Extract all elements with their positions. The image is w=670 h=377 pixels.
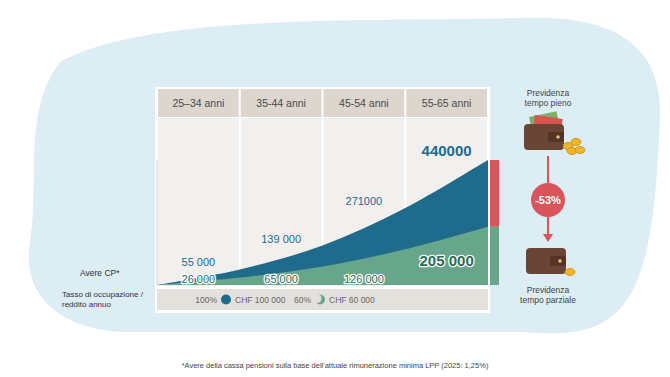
- data-label: 26 000: [182, 273, 216, 285]
- data-labels: 55 000 139 000 271000 440000 26 000 65 000 126…: [182, 142, 474, 285]
- category-label: 55-65 anni: [422, 97, 472, 109]
- legend-name: 60%: [294, 295, 311, 305]
- arrow-head: [543, 234, 553, 242]
- column-header: [324, 89, 405, 117]
- legend-income: CHF 100 000: [235, 295, 286, 305]
- wallet-strap: [550, 256, 566, 266]
- data-label: 271000: [346, 195, 383, 207]
- wallet-icon: [526, 248, 575, 276]
- data-label: 440000: [422, 142, 472, 159]
- table-underlay: [155, 87, 490, 313]
- chart-svg: 25–34 anni 35-44 anni 45-54 anni 55-65 anni…: [0, 0, 670, 377]
- wallet-button: [556, 135, 560, 139]
- legend-name: 100%: [195, 295, 217, 305]
- chart-root: 25–34 anni 35-44 anni 45-54 anni 55-65 anni…: [0, 0, 670, 377]
- legend-title-line: Tasso di occupazione /: [62, 290, 144, 299]
- column-header: [158, 89, 239, 117]
- column-header: [406, 89, 487, 117]
- data-label: 55 000: [182, 256, 216, 268]
- caption-line: Previdenza: [527, 285, 570, 295]
- arrow-line: [547, 156, 549, 183]
- columns: 25–34 anni 35-44 anni 45-54 anni 55-65 anni: [158, 89, 487, 286]
- footnote: *Avere della cassa pensioni sulla base d…: [182, 361, 489, 370]
- legend-title: Tasso di occupazione /reddito annuo: [62, 290, 144, 309]
- legend-band: [157, 289, 488, 310]
- y-label: Avere CP*: [80, 268, 120, 278]
- column-header: [241, 89, 322, 117]
- coin: [575, 147, 585, 154]
- data-label: 205 000: [420, 252, 474, 269]
- annotation: -53%: [535, 194, 561, 206]
- category-label: 35-44 anni: [256, 97, 306, 109]
- wallet-body: [524, 124, 564, 150]
- wallet-icon: [524, 111, 585, 154]
- wallet-strap: [548, 132, 564, 142]
- caption: Previdenzatempo pieno: [525, 88, 572, 108]
- coin: [565, 269, 575, 276]
- background-blob: [29, 18, 660, 334]
- badge: [531, 183, 565, 217]
- y-axis-line: [157, 160, 158, 285]
- caption-line: tempo pieno: [525, 98, 572, 108]
- legend-swatch: [221, 295, 231, 305]
- caption-line: tempo parziale: [520, 295, 576, 305]
- difference-bar-partial: [490, 227, 499, 285]
- area-0: [157, 160, 488, 285]
- data-label: 139 000: [261, 233, 301, 245]
- plot-area: [157, 160, 488, 285]
- wallet-body: [526, 248, 566, 274]
- wallet-button: [558, 259, 562, 263]
- category-label: 25–34 anni: [172, 97, 224, 109]
- caption: Previdenzatempo parziale: [520, 285, 576, 305]
- data-label: 126 000: [344, 273, 384, 285]
- data-label: 65 000: [264, 273, 298, 285]
- caption-line: Previdenza: [527, 88, 570, 98]
- legend-income: CHF 60 000: [329, 295, 375, 305]
- category-label: 45-54 anni: [339, 97, 389, 109]
- legend-title-line: reddito annuo: [62, 300, 111, 309]
- area-1: [157, 227, 488, 285]
- column-body: [158, 118, 239, 286]
- legend-swatch-cut: [313, 294, 322, 303]
- coin: [571, 139, 581, 146]
- arrow-line: [547, 217, 549, 236]
- difference-bar-full: [490, 160, 499, 227]
